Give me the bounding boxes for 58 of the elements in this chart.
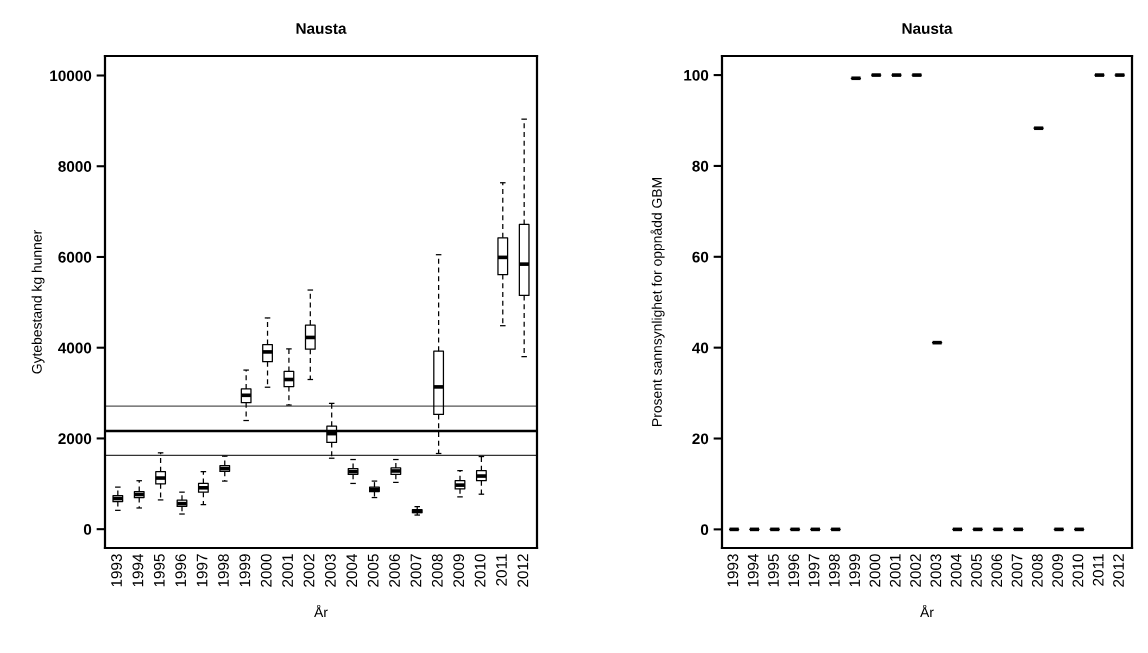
chart-title: Nausta (902, 23, 953, 34)
x-tick-label: 2010 (474, 554, 486, 587)
x-tick-label: 1996 (175, 554, 187, 587)
x-tick-label: 2003 (324, 554, 336, 587)
y-tick-label: 60 (692, 251, 709, 263)
y-tick-label: 20 (692, 433, 709, 445)
x-tick-label: 2004 (346, 554, 358, 587)
chart-title: Nausta (296, 23, 347, 34)
x-tick-label: 1993 (111, 554, 122, 587)
x-tick-label: 1997 (808, 554, 820, 587)
x-tick-label: 1998 (828, 554, 840, 587)
x-tick-label: 2006 (389, 554, 400, 587)
x-tick-label: 1995 (768, 554, 779, 587)
y-axis-title: Prosent sannsynlighet for oppnådd GBM (650, 178, 665, 426)
x-tick-label: 1994 (132, 554, 144, 587)
x-axis-title: År (920, 604, 934, 618)
x-tick-label: 2000 (869, 554, 881, 587)
x-tick-label: 1994 (747, 554, 759, 587)
x-tick-label: 1996 (788, 554, 800, 587)
x-tick-label: 1997 (196, 554, 208, 587)
x-tick-label: 2007 (1011, 554, 1023, 587)
x-tick-label: 2001 (282, 554, 294, 587)
y-tick-label: 10000 (50, 70, 92, 82)
x-tick-label: 2009 (1052, 554, 1064, 587)
x-tick-label: 2000 (260, 554, 272, 587)
x-tick-label: 1995 (153, 554, 165, 587)
x-tick-label: 2002 (303, 554, 315, 587)
x-tick-label: 2012 (1113, 554, 1124, 587)
x-tick-label: 1999 (849, 554, 861, 587)
x-tick-label: 2007 (410, 554, 422, 587)
x-tick-label: 2009 (453, 554, 465, 587)
y-tick-label: 6000 (58, 251, 92, 263)
y-tick-label: 0 (700, 524, 709, 536)
x-tick-label: 1999 (239, 554, 251, 587)
x-tick-label: 2008 (431, 554, 443, 587)
x-tick-label: 2001 (889, 554, 901, 587)
x-tick-label: 2004 (950, 554, 962, 587)
x-tick-label: 1993 (727, 554, 739, 587)
x-tick-label: 2008 (1031, 554, 1043, 587)
y-tick-label: 0 (83, 524, 92, 535)
x-tick-label: 2005 (971, 554, 982, 587)
y-tick-label: 80 (692, 160, 709, 172)
y-tick-label: 8000 (58, 161, 92, 172)
x-axis-title: År (314, 604, 328, 618)
y-tick-label: 2000 (58, 433, 92, 445)
x-tick-label: 2006 (991, 554, 1003, 587)
x-tick-label: 2012 (517, 554, 529, 587)
x-tick-label: 2011 (1092, 554, 1104, 586)
x-tick-label: 2011 (496, 554, 507, 586)
x-tick-label: 2010 (1072, 554, 1084, 587)
x-tick-label: 2005 (367, 554, 379, 587)
x-tick-label: 1998 (218, 554, 229, 587)
y-tick-label: 40 (692, 342, 709, 354)
y-tick-label: 100 (684, 69, 709, 81)
y-axis-title: Gytebestand kg hunner (31, 230, 45, 374)
y-tick-label: 4000 (58, 342, 92, 354)
x-tick-label: 2003 (930, 554, 942, 587)
x-tick-label: 2002 (910, 554, 921, 587)
